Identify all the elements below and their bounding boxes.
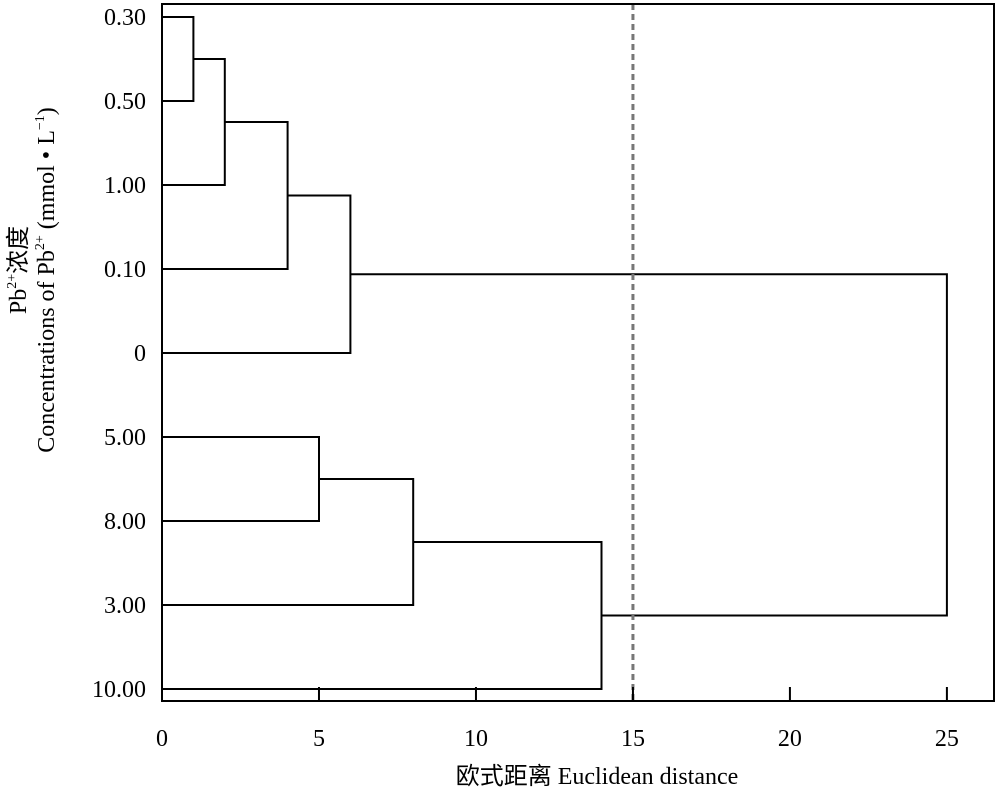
y-title-unit-open: (mmol • L bbox=[34, 130, 60, 229]
x-axis-ticks: 0 5 10 15 20 25 bbox=[156, 687, 959, 752]
leaf-label: 3.00 bbox=[104, 593, 146, 619]
x-axis-title: 欧式距离 Euclidean distance bbox=[456, 763, 739, 789]
leaf-label: 8.00 bbox=[104, 509, 146, 535]
y-axis-title: Pb2+浓度 Concentrations of Pb2+ (mmol • L−… bbox=[5, 107, 60, 453]
x-tick-label: 0 bbox=[156, 726, 168, 752]
x-tick-label: 15 bbox=[621, 726, 645, 752]
dendrogram-link bbox=[162, 478, 415, 606]
leaf-label: 0 bbox=[134, 341, 146, 367]
leaf-label: 10.00 bbox=[92, 677, 146, 703]
dendrogram-link bbox=[350, 273, 948, 617]
leaf-label: 5.00 bbox=[104, 425, 146, 451]
y-title-ion: Pb bbox=[6, 289, 32, 314]
x-tick-label: 10 bbox=[464, 726, 488, 752]
y-title-en-text: Concentrations of bbox=[34, 281, 60, 452]
x-tick-label: 5 bbox=[313, 726, 325, 752]
x-tick-label: 25 bbox=[935, 726, 959, 752]
leaf-label: 0.30 bbox=[104, 5, 146, 31]
dendrogram-link bbox=[162, 436, 320, 522]
y-axis-leaf-labels: 0.30 0.50 1.00 0.10 0 5.00 8.00 3.00 10.00 bbox=[92, 5, 146, 703]
y-axis-title-cn: Pb2+浓度 bbox=[5, 226, 32, 314]
dendrogram-link bbox=[162, 541, 603, 690]
leaf-label: 0.50 bbox=[104, 89, 146, 115]
dendrogram-branches bbox=[162, 16, 948, 690]
x-tick-label: 20 bbox=[778, 726, 802, 752]
y-title-en-charge: 2+ bbox=[33, 235, 48, 250]
y-axis-title-en: Concentrations of Pb2+ (mmol • L−1) bbox=[33, 107, 60, 453]
y-title-unit-close: ) bbox=[34, 107, 60, 115]
plot-frame bbox=[161, 3, 995, 702]
dendrogram-link bbox=[162, 194, 352, 354]
y-title-charge: 2+ bbox=[5, 274, 20, 289]
y-title-cn-text: 浓度 bbox=[5, 226, 32, 274]
leaf-label: 0.10 bbox=[104, 257, 146, 283]
leaf-label: 1.00 bbox=[104, 173, 146, 199]
dendrogram-link bbox=[162, 16, 195, 102]
y-title-unit-exp: −1 bbox=[33, 115, 48, 130]
y-title-en-ion: Pb bbox=[34, 250, 60, 275]
